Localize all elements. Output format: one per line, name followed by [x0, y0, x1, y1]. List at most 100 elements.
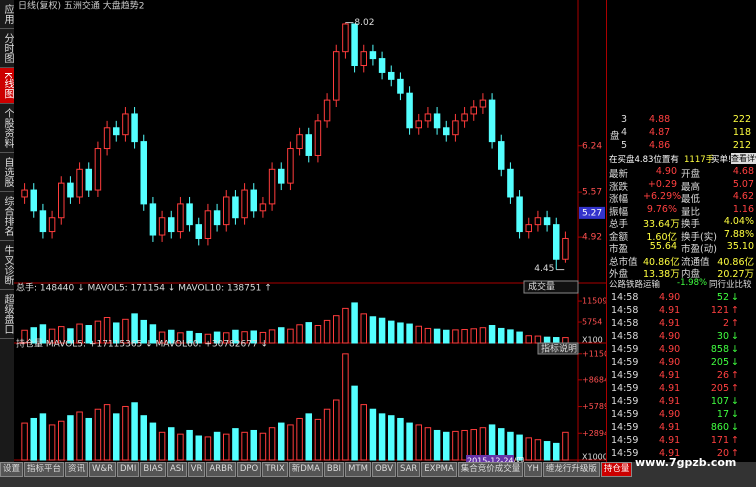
indicator-tab[interactable]: ASI	[166, 462, 187, 477]
candle-body	[433, 113, 441, 129]
bar	[314, 325, 322, 344]
bar	[168, 427, 175, 461]
indicator-tabs: 设置 指标平台 资讯 W&R DMI BIAS ASI VR ARBR DPO TRIX 新DMA BB…	[0, 462, 756, 487]
indicator-tab[interactable]: EXPMA	[421, 462, 457, 477]
indicator-tab[interactable]: SAR	[397, 462, 421, 477]
side-tab[interactable]: 牛叉诊断	[0, 241, 14, 290]
bar	[562, 337, 569, 344]
tick-arrow: ↑	[731, 435, 739, 446]
candle-body	[21, 189, 28, 198]
quote-key: 市盈(动)	[681, 244, 717, 255]
tick-arrow: ↑	[731, 318, 739, 329]
indicator-tab[interactable]: OBV	[371, 462, 397, 477]
size: 212	[732, 140, 751, 151]
bar	[443, 329, 450, 344]
chart-area: 日线(复权) 五洲交通 大盘趋势2 4.92 5.57 6.24 5.27 07 08 09…	[14, 0, 606, 462]
bar	[278, 327, 285, 344]
indicator-tab[interactable]: YH	[524, 462, 542, 477]
candle-body	[470, 106, 477, 115]
tick-time: 14:59	[611, 409, 639, 420]
quote-value: 9.76%	[646, 203, 677, 215]
candle-body	[177, 203, 184, 233]
tick-volume: 205	[710, 383, 729, 394]
bar	[58, 326, 65, 344]
tick-arrow: ↑	[731, 305, 739, 316]
bar	[360, 313, 367, 344]
indicator-tab[interactable]: 新DMA	[288, 462, 323, 477]
bar	[94, 320, 102, 344]
bar	[67, 328, 74, 344]
indicator-tab[interactable]: 缠龙行升级版	[542, 462, 600, 477]
indicator-tab[interactable]: 持仓量	[600, 462, 633, 477]
candle-body	[443, 127, 450, 136]
candle-body	[30, 189, 37, 212]
bar	[58, 420, 65, 461]
indicator-tab[interactable]: VR	[187, 462, 206, 477]
candle-body	[369, 51, 377, 60]
industry-compare[interactable]: 同行业比较	[709, 280, 752, 290]
indicator-tab[interactable]: 指标平台	[24, 462, 65, 477]
indicator-help[interactable]: 指标说明	[541, 343, 577, 355]
indicator-tab[interactable]: 设置	[0, 462, 24, 477]
tick-time: 14:58	[611, 331, 639, 342]
candle-body	[113, 127, 120, 136]
side-tab[interactable]: K线图	[0, 68, 14, 104]
indicator-tab[interactable]: BBI	[323, 462, 345, 477]
tick-arrow: ↓	[731, 409, 739, 420]
candle-body	[103, 127, 111, 150]
bar	[241, 431, 248, 461]
bar	[415, 325, 422, 344]
bar	[39, 324, 47, 344]
candle-body	[323, 99, 331, 122]
y-tick-label: 11509	[582, 297, 606, 306]
bar	[323, 408, 331, 461]
candle-body	[250, 189, 257, 212]
candle-body	[498, 141, 505, 170]
side-tab[interactable]: 超级盘口	[0, 290, 14, 339]
tick-price: 4.90	[659, 292, 681, 303]
side-tab[interactable]: 分时图	[0, 29, 14, 68]
chart-bg	[14, 0, 606, 462]
bar	[525, 437, 532, 461]
indicator-tab[interactable]: DPO	[236, 462, 262, 477]
indicator-tab[interactable]: DMI	[117, 462, 140, 477]
indicator-tab[interactable]: BIAS	[140, 462, 166, 477]
side-tab[interactable]: 应用	[0, 0, 14, 29]
tick-volume: 52	[716, 292, 729, 303]
quote-value: 1.16	[732, 203, 754, 215]
left-tabs: 应用 分时图 K线图 个股资料 自选股 综合排名 牛叉诊断 超级盘口	[0, 0, 14, 462]
side-tab[interactable]: 综合排名	[0, 192, 14, 241]
tick-price: 4.91	[659, 305, 681, 316]
candle-body	[333, 51, 340, 101]
indicator-tab[interactable]: 集合竞价成交量	[457, 462, 524, 477]
side-tab[interactable]: 自选股	[0, 153, 14, 192]
bar	[543, 336, 551, 344]
x-tick-label: 11	[322, 462, 332, 463]
alert-link[interactable]: 查看详情	[731, 153, 756, 164]
y-tick-label: +57899	[582, 402, 606, 411]
indicator-tab[interactable]: MTM	[345, 462, 371, 477]
quote-value: 4.90	[655, 166, 677, 177]
tick-time: 14:59	[611, 344, 639, 355]
cursor-price: 5.27	[582, 208, 602, 218]
candle-body	[48, 217, 56, 233]
alert-text: 在买盘4.83位置有	[609, 155, 679, 165]
candle-body	[259, 203, 267, 212]
quote-key: 振幅	[609, 206, 629, 218]
indicator-tab[interactable]: 资讯	[65, 462, 89, 477]
quote-value: 55.64	[649, 241, 677, 252]
candle-body	[287, 148, 294, 184]
candle-body	[388, 71, 395, 80]
quote-key: 流通值	[681, 256, 710, 268]
bar	[131, 313, 138, 344]
volume-selector[interactable]: 成交量	[528, 281, 555, 293]
side-tab[interactable]: 个股资料	[0, 104, 14, 153]
quote-key: 市盈	[609, 244, 629, 255]
bar	[424, 427, 432, 461]
indicator-tab[interactable]: ARBR	[206, 462, 236, 477]
quote-key: 总手	[609, 219, 629, 230]
bar	[250, 330, 257, 344]
y-tick-label: 5.57	[582, 188, 602, 198]
indicator-tab[interactable]: W&R	[89, 462, 116, 477]
indicator-tab[interactable]: TRIX	[262, 462, 288, 477]
